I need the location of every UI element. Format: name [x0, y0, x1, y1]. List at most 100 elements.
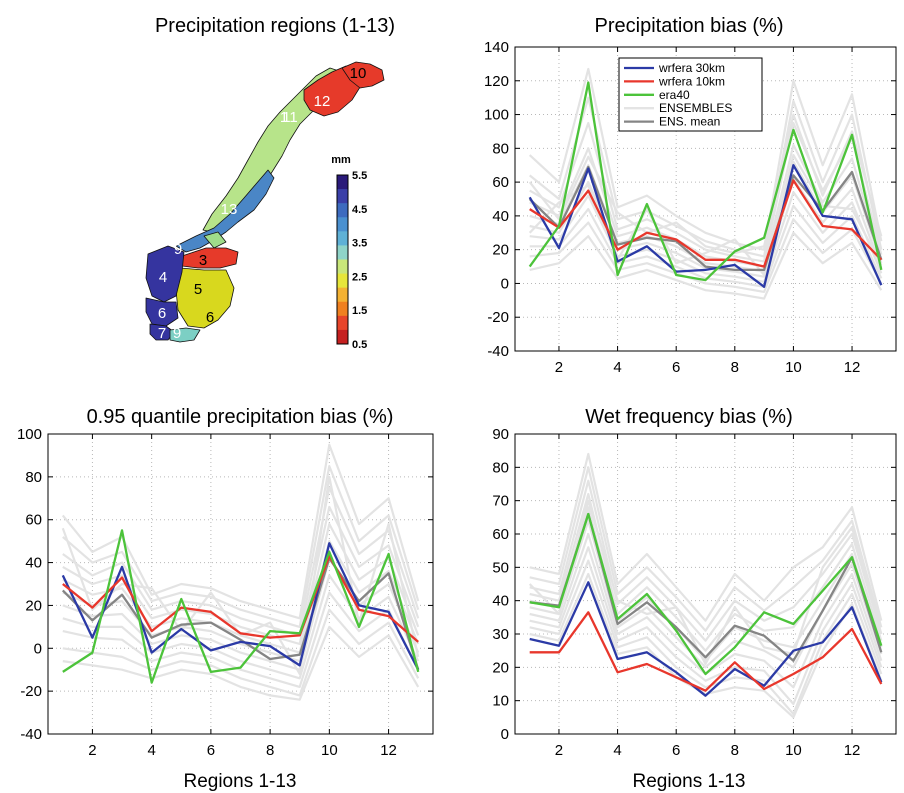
y-tick-label: 60	[492, 526, 509, 543]
chart-wet-frequency-bias: Wet frequency bias (%) Regions 1-13 9080…	[492, 406, 897, 792]
ensemble-member-line	[529, 231, 883, 300]
legend-label: ENSEMBLES	[659, 101, 732, 115]
map-region	[175, 267, 235, 329]
y-tick-label: 20	[492, 659, 509, 676]
ensemble-member-line	[529, 572, 883, 719]
y-tick-label: 90	[492, 426, 509, 443]
map-region-label: 7	[158, 325, 166, 342]
colorbar-frame	[336, 174, 349, 345]
ensemble-member-line	[528, 499, 883, 666]
x-tick-label: 4	[613, 359, 621, 376]
ensemble-member-line	[62, 625, 420, 701]
x-tick-label: 2	[88, 742, 96, 759]
chart-title: Wet frequency bias (%)	[585, 406, 793, 428]
legend-label: wrfera 30km	[658, 61, 725, 75]
ensemble-member-line	[529, 143, 883, 268]
colorbar-segment	[337, 329, 348, 345]
map-region	[169, 327, 201, 343]
ensemble-member-line	[62, 486, 420, 637]
map-region-label: 13	[221, 201, 238, 218]
y-tick-label: 100	[484, 107, 509, 124]
plot-frame	[47, 433, 434, 735]
map-region-label: 11	[282, 109, 298, 126]
x-tick-label: 10	[785, 742, 802, 759]
x-tick-label: 12	[844, 742, 861, 759]
colorbar-segment	[337, 259, 348, 275]
x-tick-label: 4	[147, 742, 155, 759]
y-tick-label: 100	[17, 426, 42, 443]
legend-label: wrfera 10km	[658, 74, 725, 88]
y-tick-label: -20	[487, 309, 509, 326]
colorbar-tick-label: 3.5	[352, 238, 367, 250]
series-line-wrfera-30km	[529, 581, 883, 697]
ensemble-member-line	[528, 154, 883, 277]
series-line-era40	[529, 512, 883, 676]
x-tick-label: 8	[266, 742, 274, 759]
map-region-label: 9	[174, 241, 182, 258]
colorbar-segment	[337, 301, 348, 317]
colorbar-segment	[337, 287, 348, 303]
colorbar-segment	[337, 231, 348, 246]
map-region	[145, 297, 179, 327]
series-line-era40	[528, 81, 883, 282]
series-line-wrfera-30km	[528, 164, 883, 288]
ensemble-members	[61, 443, 420, 701]
plot-frame	[514, 46, 897, 352]
y-tick-label: -40	[20, 726, 42, 743]
plot-frame	[514, 433, 897, 735]
colorbar-unit: mm	[331, 154, 351, 166]
colorbar-tick-label: 5.5	[352, 170, 367, 182]
x-tick-label: 12	[844, 359, 861, 376]
map-region-label: 1	[280, 109, 288, 126]
ensemble-member-line	[61, 475, 420, 676]
map-region-label: 6	[206, 309, 214, 326]
colorbar: mm5.5 4.5 3.5 2.5 1.5 0.5	[331, 154, 367, 351]
series-line-ens-mean	[61, 557, 420, 671]
y-tick-label: 80	[25, 469, 42, 486]
ensemble-member-line	[529, 492, 883, 652]
y-tick-label: 40	[492, 208, 509, 225]
ensemble-member-line	[528, 113, 883, 255]
ensemble-member-line	[61, 443, 420, 620]
series-line-wrfera-10km	[62, 554, 419, 643]
y-tick-label: 120	[484, 73, 509, 90]
map-region	[341, 61, 385, 89]
ensemble-member-line	[62, 608, 420, 697]
y-tick-label: 140	[484, 39, 509, 56]
y-tick-label: 80	[492, 459, 509, 476]
y-tick-label: 0	[34, 640, 42, 657]
legend-label: ENS. mean	[659, 115, 720, 129]
legend-label: era40	[659, 88, 690, 102]
ensemble-member-line	[529, 506, 883, 662]
y-tick-label: 20	[492, 242, 509, 259]
x-tick-label: 6	[207, 742, 215, 759]
y-tick-label: 40	[492, 593, 509, 610]
map-region-label: 5	[194, 281, 202, 298]
x-tick-label: 10	[785, 359, 802, 376]
colorbar-segment	[337, 245, 348, 260]
y-tick-label: 0	[501, 726, 509, 743]
colorbar-segment	[337, 217, 348, 232]
y-tick-label: 10	[492, 693, 509, 710]
ensemble-member-line	[529, 177, 883, 278]
ensemble-member-line	[529, 452, 883, 622]
map-region	[175, 169, 275, 253]
map-region-label: 9	[173, 325, 181, 342]
x-tick-label: 6	[672, 359, 680, 376]
ensemble-member-line	[62, 505, 420, 646]
y-tick-label: -40	[487, 343, 509, 360]
ensemble-member-line	[62, 465, 420, 629]
series-line-wrfera-10km	[529, 611, 883, 692]
colorbar-tick-label: 4.5	[352, 204, 367, 216]
colorbar-tick-label: 0.5	[352, 339, 367, 351]
chart-title: 0.95 quantile precipitation bias (%)	[87, 406, 394, 428]
chart-quantile-precipitation-bias: 0.95 quantile precipitation bias (%) Reg…	[17, 406, 434, 792]
ensemble-member-line	[529, 96, 883, 258]
y-tick-label: 60	[25, 512, 42, 529]
x-tick-label: 8	[731, 359, 739, 376]
colorbar-segment	[337, 203, 348, 218]
ensemble-member-line	[529, 546, 883, 706]
y-tick-label: -20	[20, 683, 42, 700]
